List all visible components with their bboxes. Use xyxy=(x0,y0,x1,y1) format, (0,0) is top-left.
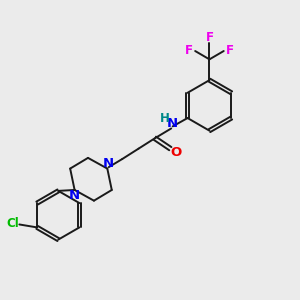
Text: H: H xyxy=(160,112,170,125)
Text: N: N xyxy=(68,188,80,202)
Text: F: F xyxy=(185,44,193,57)
Text: N: N xyxy=(167,117,178,130)
Text: O: O xyxy=(170,146,181,159)
Text: Cl: Cl xyxy=(6,217,19,230)
Text: F: F xyxy=(206,32,213,44)
Text: F: F xyxy=(226,44,234,57)
Text: N: N xyxy=(103,157,114,170)
